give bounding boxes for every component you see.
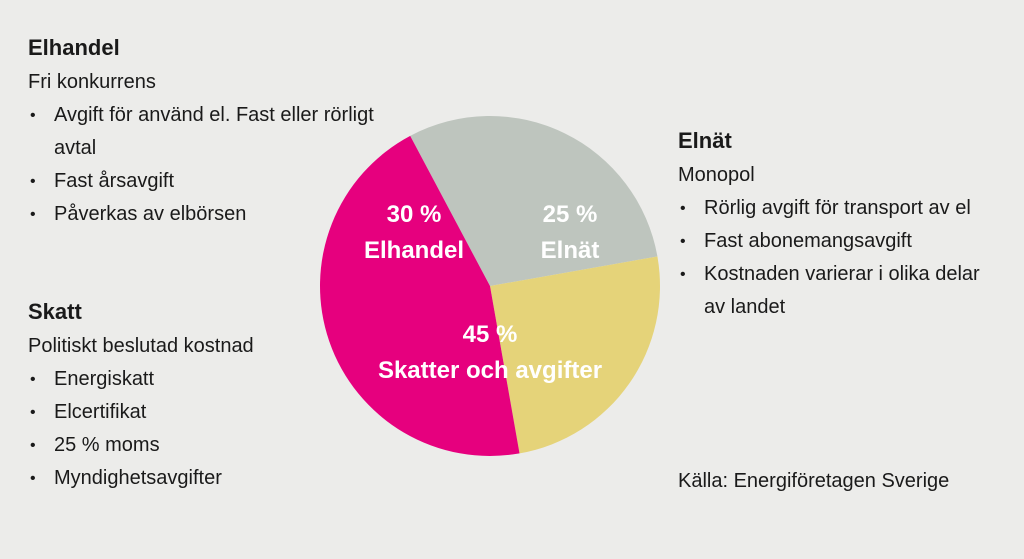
skatt-bullet-list: • Energiskatt • Elcertifikat • 25 % moms • M… — [28, 363, 358, 495]
elhandel-bullet-list: • Avgift för använd el. Fast eller rörlig… — [28, 99, 378, 231]
slice-name-label: Elhandel — [364, 237, 464, 264]
bullet-icon: • — [30, 206, 36, 223]
bullet-icon: • — [30, 404, 36, 421]
bullet-icon: • — [680, 200, 686, 217]
skatt-info: Skatt Politiskt beslutad kostnad • Energi… — [28, 297, 358, 495]
bullet-icon: • — [30, 437, 36, 454]
list-item: • Fast årsavgift — [28, 165, 378, 198]
list-item: • Myndighetsavgifter — [28, 462, 358, 495]
list-item: • Kostnaden varierar i olika delar av lan… — [678, 258, 988, 324]
list-item: • Påverkas av elbörsen — [28, 198, 378, 231]
pie-slice-1 — [410, 116, 658, 286]
list-item: • Elcertifikat — [28, 396, 358, 429]
pie-slice-3 — [319, 135, 520, 457]
bullet-icon: • — [30, 371, 36, 388]
elhandel-title: Elhandel — [28, 35, 120, 60]
source-note: Källa: Energiföretagen Sverige — [678, 470, 950, 492]
bullet-icon: • — [30, 107, 36, 124]
elnat-title: Elnät — [678, 128, 732, 153]
list-item: • Avgift för använd el. Fast eller rörlig… — [28, 99, 378, 165]
list-item: • Fast abonemangsavgift — [678, 225, 988, 258]
slice-percent-label: 45 % — [463, 321, 518, 348]
slice-percent-label: 25 % — [543, 201, 598, 228]
elnat-info: Elnät Monopol • Rörlig avgift för transpo… — [678, 126, 988, 324]
slice-name-label: Elnät — [541, 237, 600, 264]
slice-percent-label: 30 % — [387, 201, 442, 228]
elhandel-info: Elhandel Fri konkurrens • Avgift för anvä… — [28, 33, 378, 231]
elnat-bullet-list: • Rörlig avgift för transport av el • Fast… — [678, 192, 988, 324]
bullet-icon: • — [30, 173, 36, 190]
pie-slice-2 — [490, 256, 660, 454]
skatt-subtitle: Politiskt beslutad kostnad — [28, 335, 254, 357]
elnat-subtitle: Monopol — [678, 164, 755, 186]
elhandel-subtitle: Fri konkurrens — [28, 71, 156, 93]
list-item: • 25 % moms — [28, 429, 358, 462]
list-item: • Energiskatt — [28, 363, 358, 396]
bullet-icon: • — [30, 470, 36, 487]
list-item: • Rörlig avgift för transport av el — [678, 192, 988, 225]
skatt-title: Skatt — [28, 299, 82, 324]
bullet-icon: • — [680, 266, 686, 283]
bullet-icon: • — [680, 233, 686, 250]
slice-name-label: Skatter och avgifter — [378, 357, 602, 384]
